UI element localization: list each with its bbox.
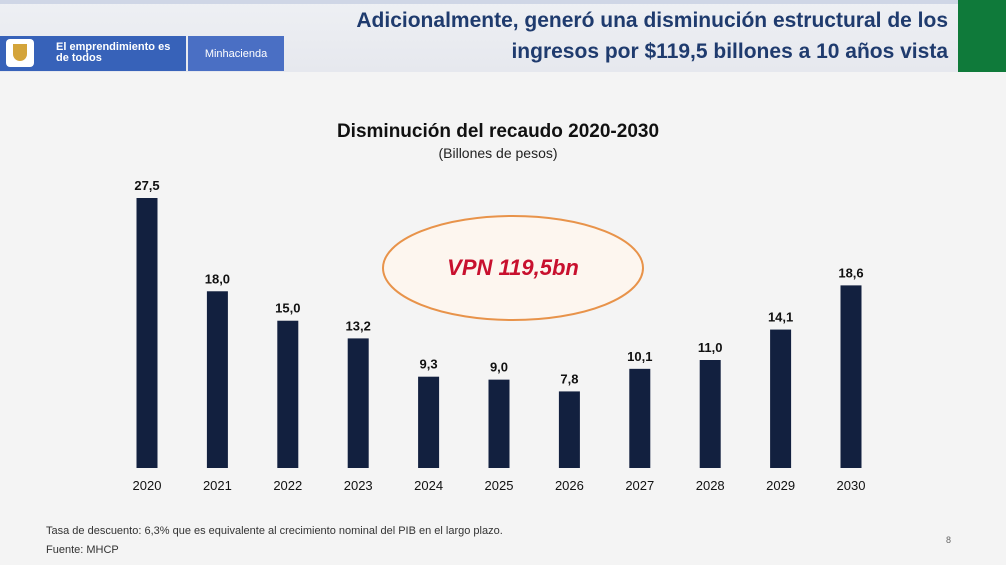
x-tick-label-2022: 2022 [273,478,302,493]
chart-title: Disminución del recaudo 2020-2030 [337,121,659,142]
value-label-2027: 10,1 [627,349,652,364]
footnote-discount-rate: Tasa de descuento: 6,3% que es equivalen… [46,525,503,537]
value-label-2028: 11,0 [698,340,723,355]
footnote-source: Fuente: MHCP [46,544,119,556]
page-title: Adicionalmente, generó una disminución e… [356,9,948,63]
bar-2030 [840,285,862,468]
bar-2024 [418,376,440,468]
value-label-2030: 18,6 [838,265,863,280]
value-label-2022: 15,0 [275,301,300,316]
chart-subtitle: (Billones de pesos) [438,145,557,161]
value-label-2029: 14,1 [768,310,793,325]
page-number: 8 [946,535,952,545]
bar-2028 [699,360,721,468]
x-tick-label-2024: 2024 [414,478,443,493]
coat-of-arms-icon [6,39,34,67]
x-tick-label-2028: 2028 [696,478,725,493]
x-tick-label-2025: 2025 [485,478,514,493]
bar-2027 [629,368,651,468]
vpn-annotation: VPN 119,5bn [447,255,579,280]
header-accent [0,0,1006,4]
value-label-2026: 7,8 [560,371,578,386]
government-logo: El emprendimiento es de todos [0,36,186,71]
x-tick-label-2029: 2029 [766,478,795,493]
brand-green-bar [958,0,1006,72]
value-label-2023: 13,2 [346,318,371,333]
bar-2021 [206,291,228,468]
value-label-2020: 27,5 [134,178,159,193]
bars-group: 27,5 2020 18,0 2021 15,0 2022 13,2 2023 9,3 2024 9… [133,178,866,493]
vpn-ellipse [382,215,644,321]
bar-2026 [558,391,580,468]
bar-2029 [770,329,792,468]
value-label-2025: 9,0 [490,360,508,375]
x-tick-label-2021: 2021 [203,478,232,493]
value-label-2024: 9,3 [420,357,438,372]
bar-2025 [488,379,510,468]
value-label-2021: 18,0 [205,271,230,286]
bar-2023 [347,338,369,468]
x-tick-label-2026: 2026 [555,478,584,493]
bar-2020 [136,198,158,468]
x-tick-label-2023: 2023 [344,478,373,493]
x-tick-label-2027: 2027 [625,478,654,493]
x-tick-label-2030: 2030 [837,478,866,493]
slogan-text: El emprendimiento es de todos [56,41,171,64]
x-tick-label-2020: 2020 [133,478,162,493]
bar-2022 [277,320,299,468]
ministry-label: Minhacienda [188,36,284,71]
